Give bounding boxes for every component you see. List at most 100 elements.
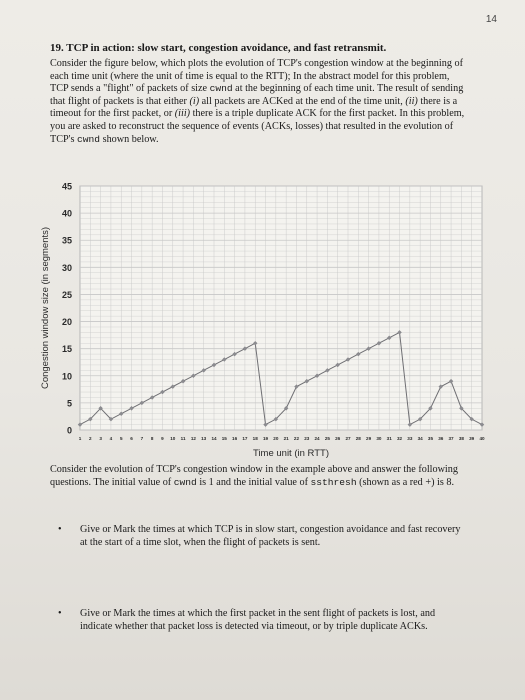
bullet-symbol: •	[58, 608, 62, 619]
y-tick-label: 40	[62, 209, 72, 219]
followup-text-part: is 1 and the initial value of	[196, 476, 311, 488]
x-tick-label: 17	[242, 436, 248, 441]
x-tick-label: 25	[325, 436, 331, 441]
cwnd-point	[386, 335, 392, 341]
x-tick-label: 24	[315, 436, 321, 441]
bullet-text: Give or Mark the times at which the firs…	[80, 608, 436, 632]
cwnd-point	[469, 416, 474, 422]
x-tick-label: 23	[304, 436, 310, 441]
y-tick-label: 20	[62, 317, 72, 327]
code-ssthresh: ssthresh	[310, 476, 357, 488]
cwnd-point	[397, 330, 402, 335]
y-tick-labels: 0 5 10 15 20 25 30 35 40 45	[62, 182, 72, 436]
cwnd-point	[283, 406, 289, 411]
followup-paragraph: Consider the evolution of TCP's congesti…	[50, 464, 470, 490]
cwnd-point	[98, 406, 103, 411]
intro-text: all packets are ACKed at the end of the …	[199, 95, 406, 107]
question-title: 19. TCP in action: slow start, congestio…	[50, 42, 387, 54]
x-tick-label: 8	[151, 436, 154, 441]
intro-text: Consider the figure below, which plots t…	[50, 58, 463, 95]
cwnd-point	[376, 340, 382, 346]
x-tick-label: 2	[89, 436, 92, 441]
x-tick-label: 34	[418, 436, 424, 441]
code-cwnd: cwnd	[173, 476, 197, 488]
cwnd-point	[356, 351, 361, 357]
x-tick-label: 5	[120, 436, 123, 441]
cwnd-point	[232, 351, 237, 357]
x-tick-label: 32	[397, 436, 403, 441]
question-intro: Consider the figure below, which plots t…	[50, 58, 470, 146]
x-tick-label: 26	[335, 436, 341, 441]
cwnd-point	[417, 416, 423, 422]
cwnd-point	[191, 373, 196, 379]
x-tick-label: 36	[438, 436, 444, 441]
x-tick-label: 14	[211, 436, 217, 441]
cwnd-point	[263, 422, 268, 427]
cwnd-chart: 0 5 10 15 20 25 30 35 40 45 1 2 3 4 5 6 7 8 9 10 11 12 13 14 15…	[36, 178, 488, 464]
x-tick-label: 3	[99, 436, 102, 441]
page-number: 14	[485, 14, 497, 25]
cwnd-point	[314, 373, 320, 379]
intro-text: at the beginning of each time unit. The …	[50, 83, 464, 107]
x-tick-label: 9	[161, 436, 164, 441]
y-tick-label: 25	[62, 290, 72, 300]
plot-area	[79, 185, 483, 431]
cwnd-point	[129, 406, 134, 411]
followup-text-part: (shown as a red +) is 8.	[356, 476, 454, 488]
cwnd-point	[407, 422, 413, 427]
cwnd-point	[201, 368, 206, 373]
bullet-text: Give or Mark the times at which TCP is i…	[80, 524, 461, 548]
x-tick-label: 15	[222, 436, 228, 441]
x-tick-label: 13	[201, 436, 207, 441]
x-tick-label: 7	[141, 436, 144, 441]
chart-grid	[79, 185, 483, 431]
y-tick-label: 30	[62, 263, 72, 273]
x-tick-label: 28	[356, 436, 362, 441]
x-tick-labels: 1 2 3 4 5 6 7 8 9 10 11 12 13 14 15 16 17 18 19 20 21 22 23 24 2…	[79, 436, 485, 441]
y-tick-label: 5	[67, 398, 72, 408]
x-tick-label: 19	[263, 436, 269, 441]
x-tick-label: 4	[110, 436, 113, 441]
cwnd-point	[325, 368, 330, 373]
cwnd-point	[294, 384, 299, 389]
cwnd-point	[160, 389, 165, 395]
x-tick-label: 20	[273, 436, 279, 441]
cwnd-point	[252, 340, 258, 346]
y-axis-label: Congestion window size (in segments)	[40, 227, 51, 389]
x-tick-label: 21	[284, 436, 290, 441]
x-tick-label: 27	[345, 436, 351, 441]
case-ii: (ii)	[405, 95, 418, 107]
followup-text: Consider the evolution of TCP's congesti…	[50, 464, 470, 490]
cwnd-point	[345, 357, 351, 362]
cwnd-point	[479, 422, 485, 427]
x-tick-label: 29	[366, 436, 372, 441]
y-tick-label: 45	[62, 182, 72, 192]
intro-text: there is a timeout for the first packet,…	[50, 95, 458, 120]
cwnd-point	[304, 378, 310, 384]
x-tick-label: 37	[449, 436, 455, 441]
y-tick-label: 15	[62, 344, 72, 354]
x-tick-label: 11	[181, 436, 186, 441]
followup-text-part: Consider the evolution of TCP's congesti…	[50, 464, 458, 488]
code-cwnd: cwnd	[209, 83, 233, 95]
x-tick-label: 1	[79, 436, 82, 441]
cwnd-point	[448, 378, 454, 384]
x-tick-label: 40	[479, 436, 485, 441]
x-tick-label: 6	[130, 436, 133, 441]
intro-paragraph: Consider the figure below, which plots t…	[50, 58, 470, 146]
case-i: (i)	[189, 95, 200, 107]
intro-text: shown below.	[100, 133, 159, 145]
bullet-symbol: •	[58, 524, 62, 535]
code-cwnd: cwnd	[77, 133, 101, 145]
x-tick-label: 35	[428, 436, 434, 441]
x-tick-label: 22	[294, 436, 300, 441]
x-axis-label: Time unit (in RTT)	[253, 448, 329, 459]
case-iii: (iii)	[174, 108, 191, 120]
cwnd-point	[273, 416, 279, 422]
x-tick-label: 12	[191, 436, 197, 441]
x-tick-label: 33	[407, 436, 413, 441]
x-tick-label: 10	[170, 436, 176, 441]
x-tick-label: 16	[232, 436, 238, 441]
intro-text: there is a triple duplicate ACK for the …	[50, 108, 465, 145]
